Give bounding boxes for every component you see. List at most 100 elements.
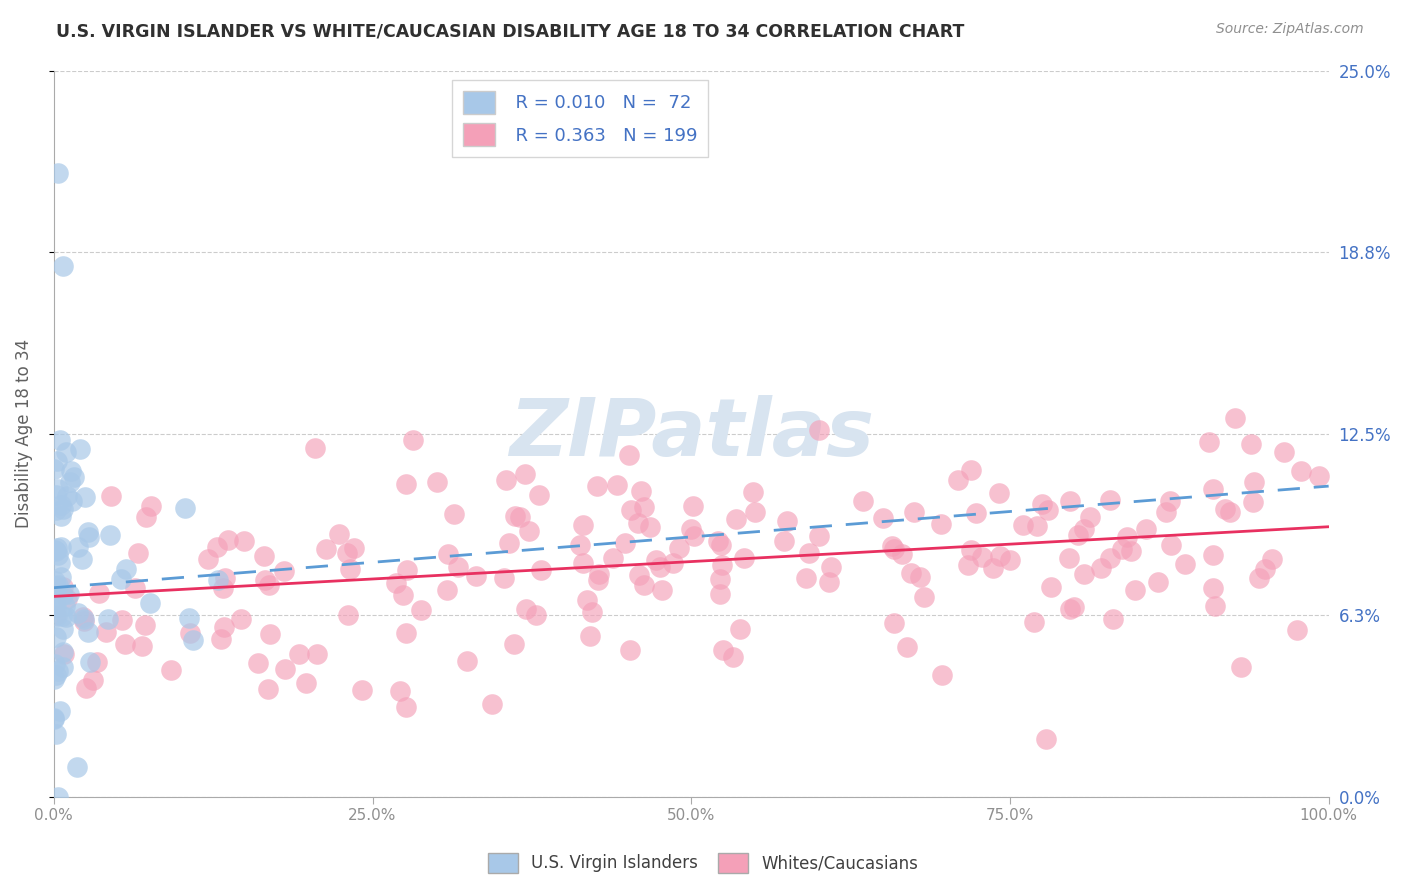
Point [586, 479, 609, 493]
Point [253, 573, 276, 587]
Point [339, 562, 361, 576]
Point [328, 527, 350, 541]
Point [1035, 731, 1057, 746]
Point [207, 573, 229, 587]
Point [44, 657, 66, 672]
Point [931, 668, 953, 682]
Point [1160, 538, 1182, 552]
Point [48, 433, 70, 447]
Point [711, 642, 734, 657]
Point [682, 529, 704, 543]
Point [395, 625, 418, 640]
Point [946, 473, 969, 487]
Point [492, 571, 515, 585]
Point [668, 541, 690, 556]
Point [1022, 615, 1045, 629]
Point [983, 561, 1005, 575]
Point [1202, 549, 1225, 563]
Legend: U.S. Virgin Islanders, Whites/Caucasians: U.S. Virgin Islanders, Whites/Caucasians [481, 847, 925, 880]
Point [389, 683, 412, 698]
Point [110, 572, 132, 586]
Point [212, 620, 235, 634]
Point [517, 524, 540, 539]
Point [45, 544, 67, 558]
Point [98, 527, 121, 541]
Point [569, 539, 592, 553]
Point [1078, 510, 1101, 524]
Point [1198, 435, 1220, 450]
Point [630, 483, 652, 498]
Point [503, 509, 526, 524]
Point [1154, 506, 1177, 520]
Point [42, 462, 65, 476]
Point [515, 602, 537, 616]
Point [82, 673, 104, 688]
Point [581, 605, 603, 619]
Point [903, 505, 925, 519]
Point [1121, 544, 1143, 558]
Point [1174, 557, 1197, 571]
Point [645, 553, 668, 567]
Point [197, 551, 219, 566]
Point [1057, 550, 1080, 565]
Point [160, 663, 183, 677]
Point [707, 533, 730, 548]
Point [426, 475, 449, 489]
Point [619, 643, 641, 657]
Point [77, 625, 100, 640]
Point [79, 656, 101, 670]
Point [851, 494, 873, 508]
Point [1059, 602, 1081, 616]
Point [1098, 492, 1121, 507]
Point [51, 608, 73, 623]
Point [465, 568, 488, 582]
Point [315, 542, 337, 557]
Point [1204, 599, 1226, 614]
Point [1241, 494, 1264, 508]
Point [959, 543, 981, 558]
Point [45, 488, 67, 502]
Point [651, 583, 673, 598]
Point [69, 442, 91, 456]
Point [45, 608, 67, 623]
Point [56, 591, 79, 606]
Point [49, 704, 72, 718]
Point [52, 580, 75, 594]
Point [45, 503, 67, 517]
Point [131, 640, 153, 654]
Point [1285, 623, 1308, 637]
Point [52, 622, 75, 636]
Point [58, 475, 80, 490]
Point [1223, 410, 1246, 425]
Point [1135, 522, 1157, 536]
Point [52, 501, 75, 516]
Text: Source: ZipAtlas.com: Source: ZipAtlas.com [1216, 22, 1364, 37]
Point [59, 464, 82, 478]
Point [110, 613, 132, 627]
Point [912, 590, 935, 604]
Point [66, 760, 89, 774]
Point [135, 509, 157, 524]
Point [55, 444, 77, 458]
Point [1073, 567, 1095, 582]
Point [179, 625, 201, 640]
Point [808, 529, 831, 543]
Point [502, 637, 524, 651]
Point [436, 583, 458, 598]
Point [602, 551, 624, 566]
Point [75, 681, 97, 695]
Point [67, 606, 90, 620]
Point [1059, 494, 1081, 508]
Point [796, 571, 818, 585]
Point [578, 630, 600, 644]
Point [46, 609, 69, 624]
Point [73, 614, 96, 628]
Point [1202, 482, 1225, 496]
Point [60, 494, 83, 508]
Point [55, 610, 77, 624]
Point [447, 560, 470, 574]
Point [972, 549, 994, 564]
Point [443, 507, 465, 521]
Point [45, 579, 67, 593]
Point [53, 599, 76, 613]
